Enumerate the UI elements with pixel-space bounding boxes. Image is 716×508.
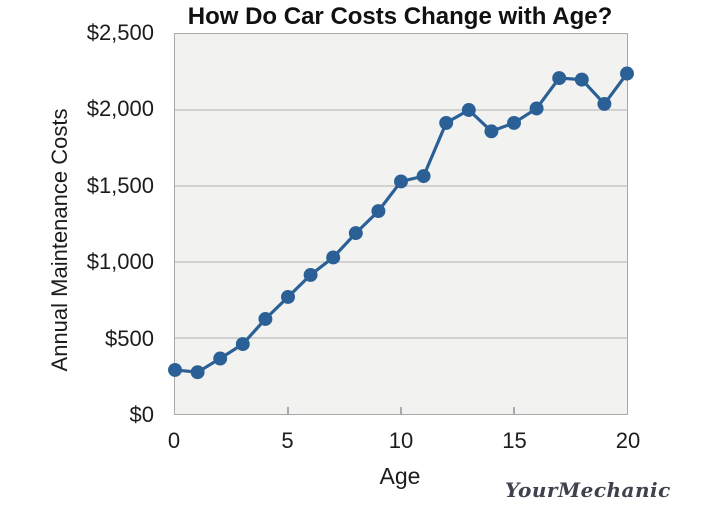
y-tick-label: $1,000: [86, 249, 154, 275]
data-point: [507, 115, 521, 130]
x-tick-label: 5: [281, 428, 294, 453]
data-point: [394, 174, 408, 189]
data-point: [326, 250, 341, 265]
data-point: [620, 66, 634, 81]
data-point: [303, 267, 318, 282]
plot-area: [168, 33, 634, 415]
x-tick-label: 0: [167, 428, 181, 453]
data-point: [552, 71, 567, 86]
data-point: [484, 124, 499, 139]
yourmechanic-logo: YourMechanic: [505, 478, 671, 502]
data-point: [213, 351, 228, 366]
y-tick-label: $2,500: [86, 20, 154, 45]
chart-title: How Do Car Costs Change with Age?: [187, 3, 613, 30]
data-point: [416, 169, 431, 184]
data-point: [461, 103, 476, 117]
data-point: [235, 337, 250, 352]
data-point: [190, 365, 205, 380]
x-axis-title: Age: [379, 463, 421, 489]
data-point: [348, 226, 363, 241]
data-point: [574, 72, 589, 87]
data-point: [371, 204, 386, 219]
data-point: [281, 289, 295, 304]
y-tick-label: $1,500: [86, 172, 154, 198]
data-point: [529, 101, 544, 116]
line-chart-canvas: [168, 66, 634, 414]
data-point: [168, 362, 182, 377]
y-tick-label: $500: [105, 325, 154, 351]
data-point: [597, 96, 612, 111]
data-line: [174, 72, 629, 374]
data-point: [439, 115, 454, 130]
x-tick-label: 15: [502, 428, 527, 453]
x-tick-label: 20: [615, 428, 641, 453]
y-tick-label: $0: [129, 402, 154, 427]
data-point: [258, 312, 273, 326]
y-tick-label: $2,000: [86, 96, 154, 122]
x-tick-label: 10: [388, 428, 414, 453]
